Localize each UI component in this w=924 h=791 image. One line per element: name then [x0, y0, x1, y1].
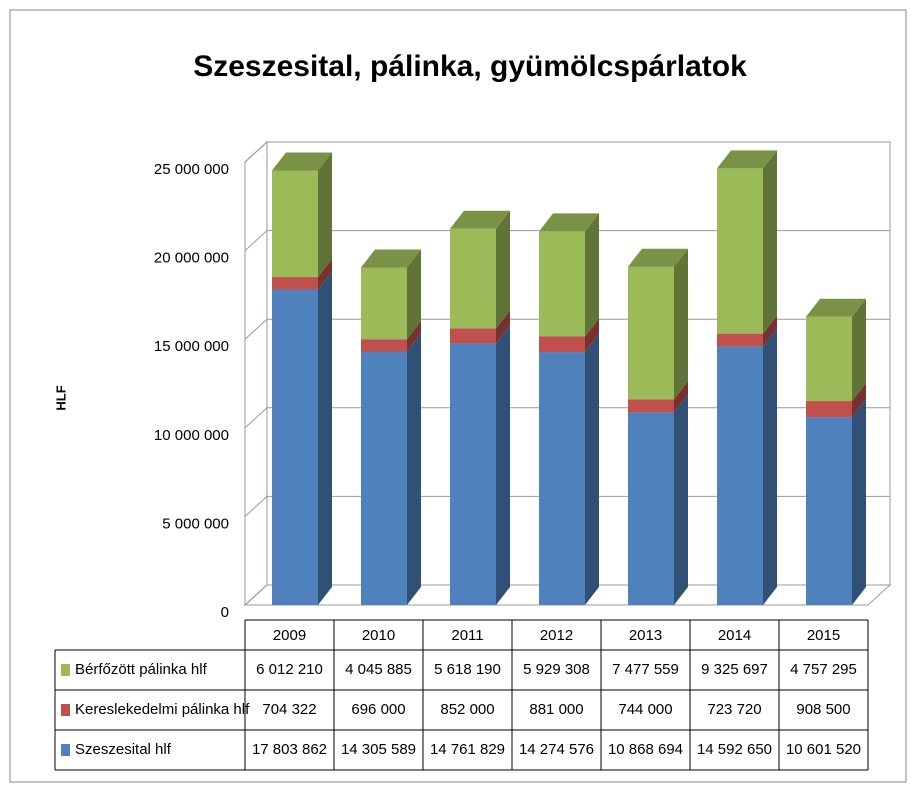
- table-value: 14 305 589: [341, 741, 416, 758]
- table-value: 5 618 190: [434, 661, 501, 678]
- bar: [806, 401, 852, 418]
- chart-title: Szeszesital, pálinka, gyümölcspárlatok: [193, 50, 747, 83]
- bar-side: [407, 321, 421, 352]
- bar: [272, 289, 318, 605]
- y-tick-label: 15 000 000: [154, 338, 229, 355]
- bar-side: [674, 248, 688, 400]
- bar-side: [585, 318, 599, 353]
- table-value: 9 325 697: [701, 661, 768, 678]
- y-tick-label: 20 000 000: [154, 250, 229, 267]
- bar-side: [674, 394, 688, 605]
- x-tick-label: 2015: [807, 627, 840, 644]
- x-tick-label: 2009: [273, 627, 306, 644]
- y-axis-label: HLF: [53, 385, 68, 410]
- bar: [539, 352, 585, 605]
- table-value: 10 868 694: [608, 741, 683, 758]
- table-value: 744 000: [618, 701, 672, 718]
- bar: [361, 339, 407, 352]
- bar: [450, 328, 496, 344]
- bar-side: [407, 333, 421, 605]
- bar: [717, 333, 763, 347]
- y-tick-label: 0: [221, 604, 229, 621]
- bar-side: [763, 150, 777, 334]
- bar: [361, 351, 407, 605]
- bar-side: [318, 152, 332, 278]
- table-value: 4 045 885: [345, 661, 412, 678]
- bar: [361, 267, 407, 340]
- table-value: 17 803 862: [252, 741, 327, 758]
- bar: [450, 343, 496, 605]
- bar-top: [450, 210, 510, 229]
- bar-side: [852, 383, 866, 418]
- bar-top: [628, 248, 688, 267]
- bar-top: [361, 249, 421, 268]
- y-tick-label: 25 000 000: [154, 161, 229, 178]
- side-wall: [244, 140, 268, 607]
- table-value: 881 000: [529, 701, 583, 718]
- table-value: 5 929 308: [523, 661, 590, 678]
- y-tick-label: 10 000 000: [154, 427, 229, 444]
- grid-line: [244, 230, 890, 251]
- bar: [272, 170, 318, 278]
- x-tick-label: 2014: [718, 627, 751, 644]
- bar-side: [496, 325, 510, 605]
- bar-side: [674, 381, 688, 413]
- bar: [450, 228, 496, 329]
- bar-top: [539, 213, 599, 232]
- bar: [628, 412, 674, 605]
- table-value: 704 322: [262, 701, 316, 718]
- bar-top: [272, 152, 332, 171]
- bar-side: [763, 328, 777, 605]
- bar-side: [585, 213, 599, 337]
- bar: [806, 417, 852, 605]
- bar-side: [318, 259, 332, 290]
- legend-label: Kereslekedelmi pálinka hlf: [75, 701, 250, 718]
- legend-label: Bérfőzött pálinka hlf: [75, 661, 208, 678]
- table-value: 852 000: [440, 701, 494, 718]
- bar-top: [806, 298, 866, 317]
- y-tick-label: 5 000 000: [162, 515, 229, 532]
- table-value: 6 012 210: [256, 661, 323, 678]
- bar: [272, 277, 318, 290]
- bar-side: [318, 271, 332, 605]
- bar: [628, 399, 674, 413]
- legend-swatch: [61, 704, 70, 716]
- grid-line: [244, 141, 890, 163]
- table-value: 14 761 829: [430, 741, 505, 758]
- bar-side: [407, 249, 421, 340]
- legend-swatch: [61, 744, 70, 756]
- bar: [806, 316, 852, 402]
- table-value: 10 601 520: [786, 741, 861, 758]
- bar: [539, 336, 585, 353]
- bar-side: [496, 210, 510, 329]
- x-tick-label: 2011: [451, 627, 483, 644]
- table-value: 723 720: [707, 701, 761, 718]
- bar: [717, 346, 763, 605]
- bar: [628, 266, 674, 400]
- bar: [539, 231, 585, 337]
- bar-top: [717, 150, 777, 169]
- bar-side: [763, 315, 777, 347]
- legend-swatch: [61, 664, 70, 676]
- x-tick-label: 2010: [362, 627, 395, 644]
- bar-side: [852, 399, 866, 605]
- x-tick-label: 2012: [540, 627, 573, 644]
- table-value: 14 274 576: [519, 741, 594, 758]
- x-tick-label: 2013: [629, 627, 662, 644]
- table-value: 696 000: [351, 701, 405, 718]
- bar-side: [496, 310, 510, 344]
- table-value: 4 757 295: [790, 661, 857, 678]
- table-value: 7 477 559: [612, 661, 679, 678]
- legend-label: Szeszesital hlf: [75, 741, 172, 758]
- bar-side: [852, 298, 866, 402]
- bar-side: [585, 334, 599, 605]
- table-value: 908 500: [796, 701, 850, 718]
- bar: [717, 168, 763, 334]
- table-value: 14 592 650: [697, 741, 772, 758]
